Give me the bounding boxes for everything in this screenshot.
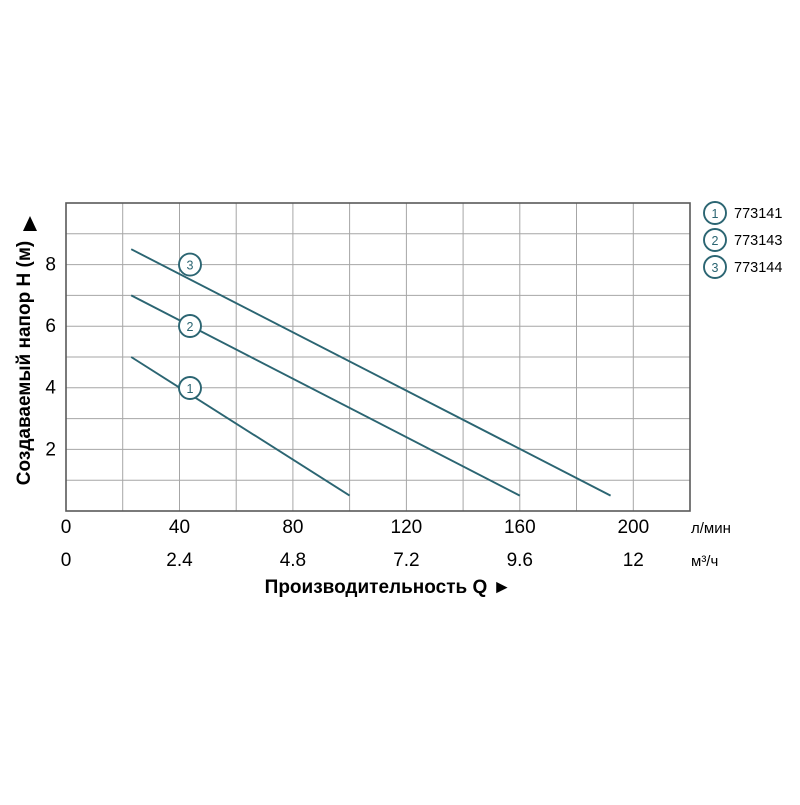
svg-text:л/мин: л/мин [691, 520, 731, 537]
svg-text:Создаваемый напор Н (м): Создаваемый напор Н (м) [14, 241, 35, 485]
svg-text:200: 200 [617, 517, 649, 538]
svg-text:1: 1 [712, 207, 719, 221]
svg-text:3: 3 [712, 261, 719, 275]
svg-text:2: 2 [712, 234, 719, 248]
svg-text:4: 4 [45, 378, 56, 399]
svg-text:2: 2 [45, 439, 56, 460]
svg-text:3: 3 [187, 258, 194, 272]
svg-text:40: 40 [169, 517, 190, 538]
svg-text:9.6: 9.6 [507, 550, 533, 571]
svg-text:80: 80 [282, 517, 303, 538]
svg-text:2.4: 2.4 [166, 550, 193, 571]
svg-text:6: 6 [45, 316, 56, 337]
svg-text:1: 1 [187, 382, 194, 396]
svg-text:773141: 773141 [734, 206, 782, 222]
svg-text:8: 8 [45, 255, 56, 276]
svg-text:7.2: 7.2 [393, 550, 419, 571]
svg-text:4.8: 4.8 [280, 550, 306, 571]
svg-text:м³/ч: м³/ч [691, 553, 718, 570]
svg-text:12: 12 [623, 550, 644, 571]
svg-text:0: 0 [61, 517, 72, 538]
svg-text:160: 160 [504, 517, 536, 538]
svg-text:Производительность Q ►: Производительность Q ► [265, 577, 512, 598]
svg-text:773144: 773144 [734, 260, 782, 276]
svg-text:120: 120 [391, 517, 423, 538]
svg-text:2: 2 [187, 320, 194, 334]
svg-text:773143: 773143 [734, 233, 782, 249]
svg-text:0: 0 [61, 550, 72, 571]
